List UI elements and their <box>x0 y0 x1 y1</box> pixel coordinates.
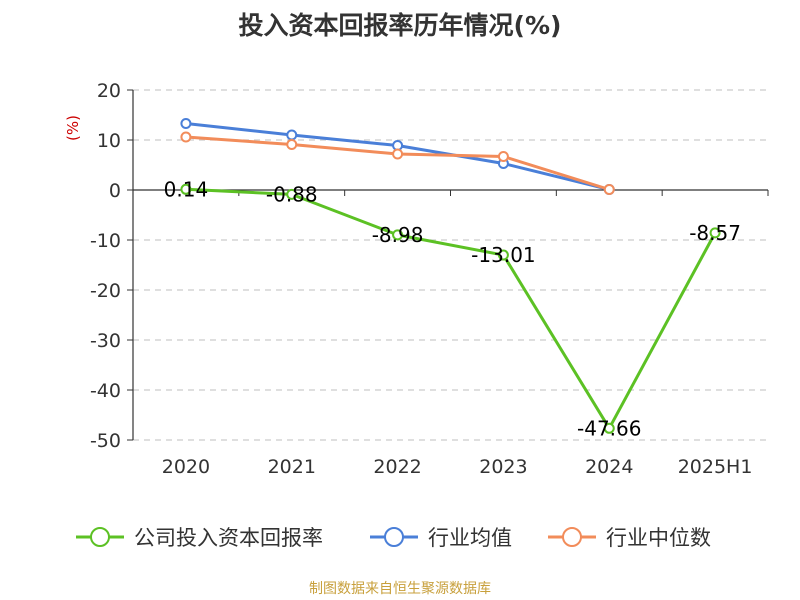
data-point <box>392 229 404 241</box>
y-tick-label: 0 <box>109 180 121 202</box>
legend-item[interactable]: 行业中位数 <box>548 526 711 550</box>
data-point <box>286 129 298 141</box>
legend-marker <box>90 527 110 547</box>
x-tick-label: 2024 <box>585 456 633 478</box>
data-point <box>392 148 404 160</box>
data-point <box>709 227 721 239</box>
axes: 20 10 0 -10 -20 -30 -40 -50 2020 2021 2022 2023 2024… <box>90 80 769 478</box>
data-point <box>286 139 298 150</box>
legend-item[interactable]: 公司投入资本回报率 <box>76 526 323 550</box>
x-tick-label: 2025H1 <box>678 456 753 478</box>
data-label: -47.66 <box>577 416 641 440</box>
legend-label: 行业均值 <box>428 526 512 550</box>
data-point <box>603 184 615 195</box>
data-point <box>497 249 509 261</box>
y-axis-label: (%) <box>64 115 82 141</box>
data-point <box>180 131 192 143</box>
series-line <box>185 187 717 430</box>
y-tick-label: 10 <box>97 130 121 152</box>
data-point <box>603 422 615 434</box>
data-label: 0.14 <box>164 177 209 201</box>
legend-label: 行业中位数 <box>606 526 711 550</box>
data-labels: 0.14 -0.88 -8.98 -13.01 -47.66 -8.57 <box>164 177 741 440</box>
data-point <box>286 188 298 200</box>
y-tick-label: -20 <box>90 280 121 302</box>
y-tick-label: -10 <box>90 230 121 252</box>
x-tick-label: 2023 <box>479 456 527 478</box>
chart-title: 投入资本回报率历年情况(%) <box>238 11 562 40</box>
source-note: 制图数据来自恒生聚源数据库 <box>309 581 491 597</box>
data-label: -0.88 <box>266 182 318 206</box>
legend[interactable]: 公司投入资本回报率 行业均值 行业中位数 <box>76 526 711 550</box>
series <box>180 118 721 434</box>
y-tick-label: 20 <box>97 80 121 102</box>
data-point <box>497 151 509 162</box>
x-tick-label: 2022 <box>373 456 421 478</box>
x-tick-label: 2020 <box>162 456 210 478</box>
y-tick-label: -50 <box>90 430 121 452</box>
data-label: -8.57 <box>689 221 741 245</box>
data-point <box>180 118 192 129</box>
legend-label: 公司投入资本回报率 <box>134 526 323 550</box>
data-label: -8.98 <box>372 223 424 247</box>
x-tick-label: 2021 <box>268 456 316 478</box>
legend-marker <box>562 527 582 547</box>
legend-marker <box>384 527 404 547</box>
y-tick-label: -30 <box>90 330 121 352</box>
data-label: -13.01 <box>471 243 535 267</box>
y-tick-label: -40 <box>90 380 121 402</box>
grid-lines <box>133 89 768 441</box>
legend-item[interactable]: 行业均值 <box>370 526 512 550</box>
data-point <box>180 183 192 195</box>
